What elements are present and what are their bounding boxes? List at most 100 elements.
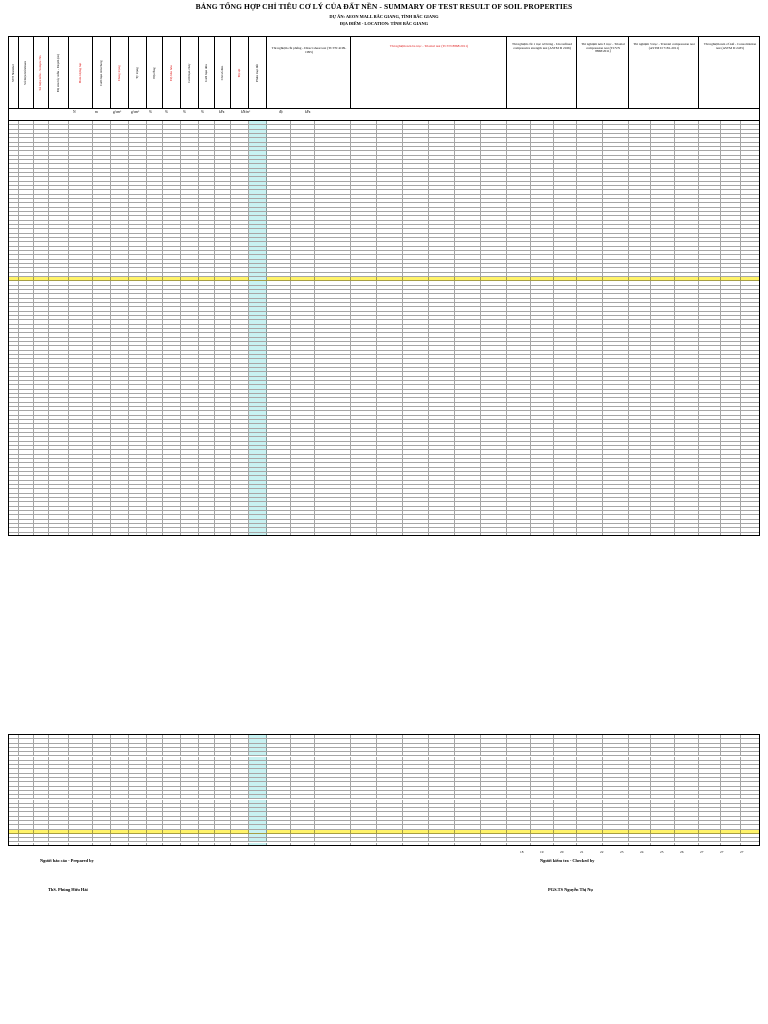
table-cell <box>93 281 111 285</box>
table-cell <box>403 159 429 164</box>
table-cell <box>554 515 577 519</box>
table-cell <box>49 445 69 450</box>
table-cell <box>403 428 429 432</box>
table-cell <box>629 450 651 454</box>
table-cell <box>721 428 741 432</box>
table-cell <box>403 773 429 777</box>
table-cell <box>603 821 629 825</box>
table-cell <box>215 778 231 782</box>
table-cell <box>403 211 429 216</box>
column-number: 25 <box>660 850 664 854</box>
table-cell <box>429 842 455 845</box>
table-cell <box>315 177 351 181</box>
table-cell <box>215 354 231 359</box>
table-cell <box>554 341 577 346</box>
unit: N <box>73 110 76 114</box>
table-cell <box>699 795 721 799</box>
table-cell <box>315 463 351 467</box>
table-row <box>9 172 759 178</box>
table-cell <box>267 743 291 747</box>
table-cell <box>69 333 93 337</box>
table-cell <box>163 735 181 739</box>
table-cell <box>377 411 403 415</box>
table-cell <box>741 752 759 755</box>
table-cell <box>267 471 291 476</box>
table-cell <box>675 359 699 363</box>
table-cell <box>199 760 215 765</box>
table-cell <box>147 506 163 510</box>
table-cell <box>111 769 129 773</box>
table-cell <box>19 346 34 350</box>
table-cell <box>34 747 49 752</box>
table-cell <box>651 441 675 445</box>
table-cell <box>629 307 651 311</box>
table-cell <box>577 203 603 207</box>
table-cell <box>315 207 351 211</box>
table-cell <box>429 441 455 445</box>
table-cell <box>19 307 34 311</box>
table-cell <box>651 276 675 281</box>
table-cell <box>629 272 651 276</box>
table-cell <box>721 769 741 773</box>
table-cell <box>629 821 651 825</box>
table-cell <box>403 190 429 194</box>
table-row <box>9 302 759 308</box>
table-cell <box>603 346 629 350</box>
table-cell <box>481 769 507 773</box>
table-cell <box>377 250 403 255</box>
table-cell <box>315 739 351 743</box>
table-cell <box>531 739 554 743</box>
table-cell <box>215 216 231 220</box>
table-row <box>9 237 759 243</box>
table-cell <box>699 250 721 255</box>
table-cell <box>163 272 181 276</box>
table-cell <box>315 489 351 493</box>
table-cell <box>377 790 403 795</box>
table-cell <box>93 437 111 441</box>
table-cell <box>93 406 111 411</box>
table-cell <box>603 185 629 190</box>
table-cell <box>507 519 531 523</box>
table-cell <box>507 765 531 769</box>
table-cell <box>181 778 199 782</box>
table-cell <box>403 406 429 411</box>
table-cell <box>699 476 721 480</box>
table-cell <box>403 450 429 454</box>
table-cell <box>629 259 651 263</box>
table-cell <box>455 285 481 289</box>
table-cell <box>741 195 759 198</box>
table-cell <box>429 133 455 138</box>
table-cell <box>111 773 129 777</box>
table-cell <box>377 216 403 220</box>
table-cell <box>741 511 759 514</box>
table-cell <box>49 510 69 515</box>
table-cell <box>554 129 577 133</box>
table-cell <box>531 129 554 133</box>
table-cell <box>249 337 267 341</box>
table-cell <box>9 129 19 133</box>
table-cell <box>675 790 699 795</box>
table-cell <box>531 211 554 216</box>
table-cell <box>351 320 377 324</box>
table-cell <box>675 497 699 502</box>
table-cell <box>481 211 507 216</box>
table-cell <box>507 497 531 502</box>
table-cell <box>199 159 215 164</box>
table-cell <box>9 159 19 164</box>
table-cell <box>291 743 315 747</box>
table-cell <box>49 198 69 203</box>
table-cell <box>577 346 603 350</box>
table-cell <box>481 138 507 142</box>
table-cell <box>215 177 231 181</box>
table-cell <box>69 497 93 502</box>
table-cell <box>93 769 111 773</box>
table-cell <box>163 285 181 289</box>
table-cell <box>9 782 19 786</box>
table-cell <box>351 138 377 142</box>
table-cell <box>231 177 249 181</box>
table-cell <box>429 398 455 402</box>
table-cell <box>629 402 651 406</box>
table-cell <box>49 363 69 367</box>
table-cell <box>741 429 759 432</box>
table-cell <box>721 255 741 259</box>
